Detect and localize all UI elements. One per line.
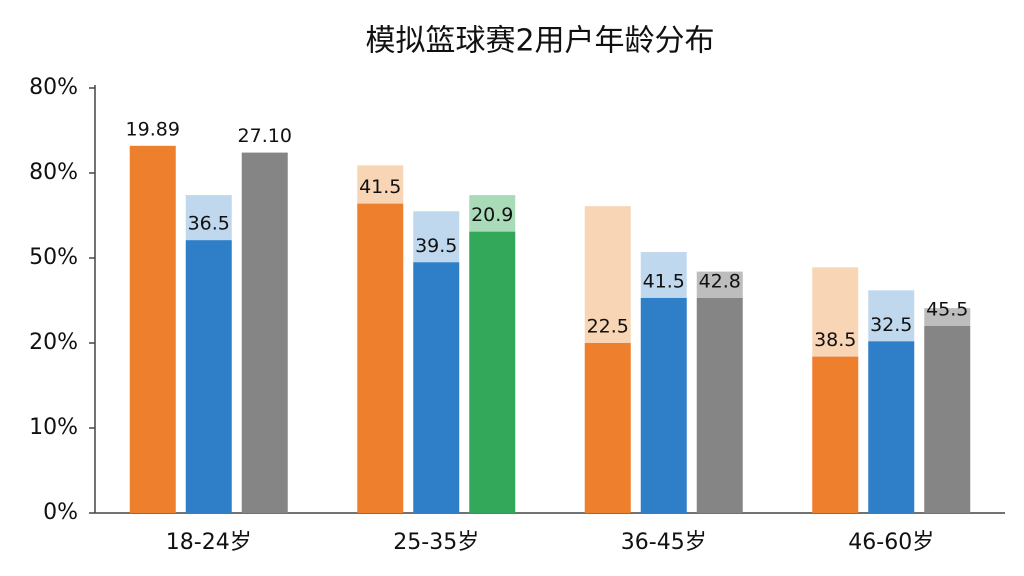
bar	[413, 262, 460, 513]
bar	[924, 326, 971, 513]
bar-label: 41.5	[643, 270, 685, 292]
bar	[696, 297, 743, 513]
bar-extra	[413, 211, 460, 263]
chart-title: 模拟篮球赛2用户年龄分布	[365, 24, 714, 59]
y-tick-label: 80%	[29, 75, 78, 100]
bar-extra	[812, 267, 859, 357]
y-tick-label: 0%	[43, 500, 78, 525]
bar-extra	[357, 165, 404, 204]
bar	[129, 145, 176, 514]
bar	[640, 297, 687, 513]
bar-label: 41.5	[359, 176, 401, 198]
bar	[812, 356, 859, 513]
y-tick-label: 50%	[29, 245, 78, 270]
bar-extra	[696, 271, 743, 298]
bar-label: 42.8	[699, 270, 741, 292]
bar-label: 39.5	[415, 235, 457, 257]
bar	[185, 240, 232, 513]
x-tick-label: 36-45岁	[621, 530, 707, 555]
y-tick-label: 80%	[29, 160, 78, 185]
y-tick-label: 20%	[29, 330, 78, 355]
x-tick-label: 46-60岁	[848, 530, 934, 555]
bar-extra	[584, 206, 631, 343]
bar-label: 22.5	[587, 316, 629, 338]
bar	[868, 341, 915, 513]
bar	[584, 343, 631, 513]
bar-extra	[924, 308, 971, 326]
bar-label: 38.5	[814, 329, 856, 351]
bar-label: 36.5	[188, 213, 230, 235]
bar	[469, 231, 516, 513]
bar-label: 27.10	[238, 125, 292, 147]
bar	[241, 152, 288, 513]
bar-extra	[640, 252, 687, 298]
bar-label: 20.9	[471, 204, 513, 226]
x-tick-label: 25-35岁	[393, 530, 479, 555]
bar-label: 19.89	[126, 118, 180, 140]
bar-extra	[868, 290, 915, 342]
bar-label: 32.5	[870, 314, 912, 336]
y-tick-label: 10%	[29, 415, 78, 440]
bar-extra	[469, 195, 516, 232]
x-tick-label: 18-24岁	[166, 530, 252, 555]
bar	[357, 203, 404, 513]
bar-extra	[185, 195, 232, 241]
bar-label: 45.5	[926, 299, 968, 321]
